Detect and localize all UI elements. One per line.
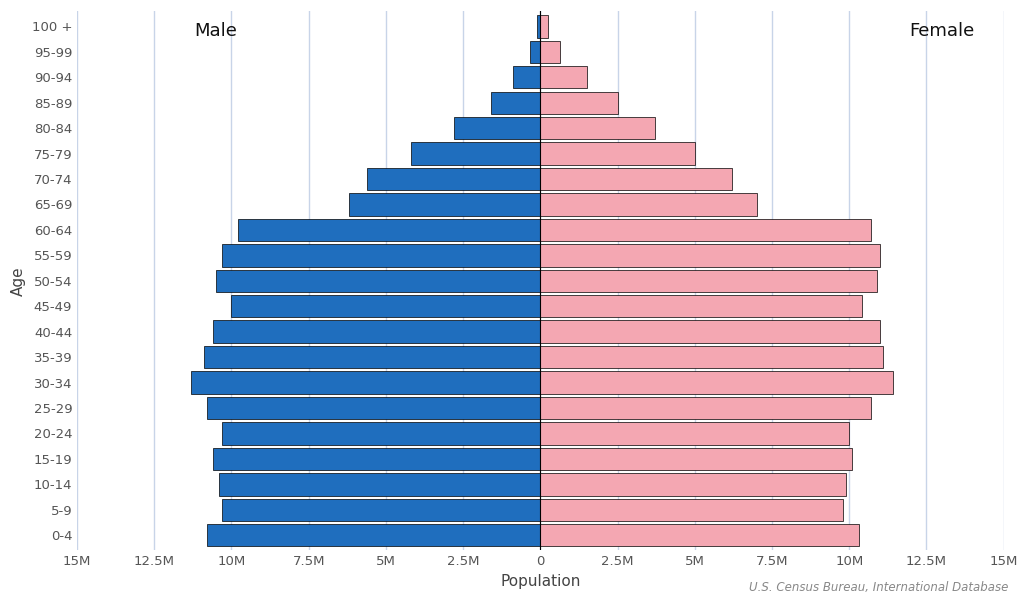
Bar <box>216 269 540 292</box>
Bar <box>367 168 540 190</box>
Bar <box>213 448 540 470</box>
Bar <box>540 397 871 419</box>
Bar <box>238 219 540 241</box>
Bar <box>540 142 695 165</box>
Bar <box>512 66 540 88</box>
Bar <box>232 295 540 317</box>
Bar <box>540 66 587 88</box>
Bar <box>540 41 561 63</box>
Bar <box>540 15 548 38</box>
Bar <box>222 422 540 445</box>
Bar <box>540 295 861 317</box>
Text: Male: Male <box>194 22 238 40</box>
Bar <box>191 371 540 394</box>
Bar <box>540 117 654 139</box>
Bar <box>222 244 540 266</box>
Bar <box>540 269 877 292</box>
Y-axis label: Age: Age <box>11 266 26 296</box>
Bar <box>540 473 846 496</box>
Bar <box>219 473 540 496</box>
Bar <box>491 92 540 114</box>
Bar <box>540 92 617 114</box>
Bar <box>540 320 880 343</box>
Text: Female: Female <box>910 22 974 40</box>
Bar <box>530 41 540 63</box>
Bar <box>213 320 540 343</box>
Bar <box>540 193 756 215</box>
Bar <box>540 346 883 368</box>
X-axis label: Population: Population <box>500 574 580 589</box>
Text: U.S. Census Bureau, International Database: U.S. Census Bureau, International Databa… <box>749 581 1008 594</box>
Bar <box>540 371 892 394</box>
Bar <box>349 193 540 215</box>
Bar <box>207 524 540 547</box>
Bar <box>537 15 540 38</box>
Bar <box>204 346 540 368</box>
Bar <box>207 397 540 419</box>
Bar <box>540 168 732 190</box>
Bar <box>540 499 843 521</box>
Bar <box>540 422 849 445</box>
Bar <box>222 499 540 521</box>
Bar <box>454 117 540 139</box>
Bar <box>540 524 858 547</box>
Bar <box>540 448 852 470</box>
Bar <box>411 142 540 165</box>
Bar <box>540 219 871 241</box>
Bar <box>540 244 880 266</box>
